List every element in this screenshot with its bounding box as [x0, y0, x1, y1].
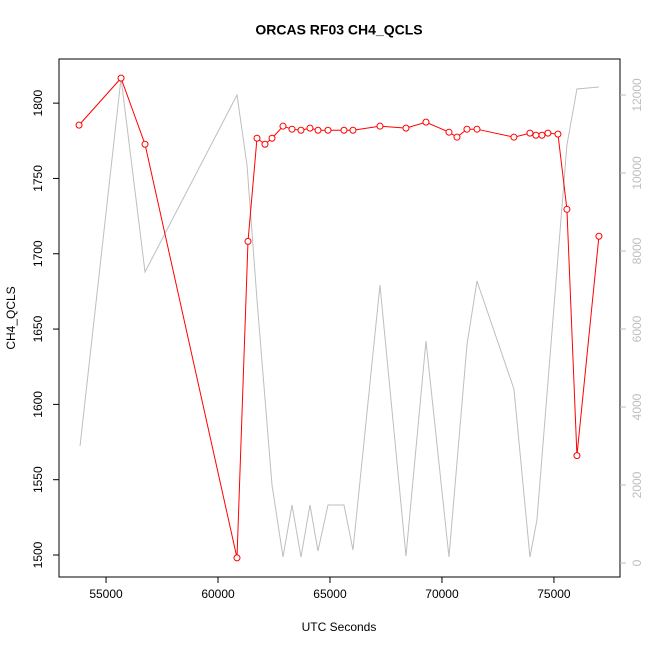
data-point	[244, 237, 252, 245]
data-point	[314, 126, 322, 134]
data-point	[75, 121, 83, 129]
data-point	[595, 232, 603, 240]
plot-frame	[58, 58, 621, 578]
data-point	[340, 126, 348, 134]
data-point	[288, 125, 296, 133]
y2-tick-label: 8000	[630, 237, 644, 264]
y2-tick-label: 4000	[630, 393, 644, 420]
data-point	[544, 129, 552, 137]
data-point	[573, 452, 581, 460]
data-point	[306, 124, 314, 132]
y-tick-label: 1600	[31, 391, 45, 418]
series-line	[79, 77, 599, 558]
data-point	[453, 133, 461, 141]
data-point	[376, 122, 384, 130]
data-point	[261, 140, 269, 148]
data-point	[538, 131, 546, 139]
y2-tick-label: 10000	[630, 156, 644, 190]
y2-tick-label: 2000	[630, 471, 644, 498]
data-point	[445, 128, 453, 136]
data-point	[526, 129, 534, 137]
y2-tick-label: 6000	[630, 315, 644, 342]
data-point	[532, 131, 540, 139]
data-point	[510, 133, 518, 141]
x-tick-label: 55000	[89, 587, 123, 601]
x-tick-label: 65000	[313, 587, 347, 601]
data-point	[297, 126, 305, 134]
data-point	[554, 130, 562, 138]
y-tick-label: 1800	[31, 89, 45, 116]
x-tick-label: 70000	[425, 587, 459, 601]
data-point	[141, 140, 149, 148]
data-point	[324, 126, 332, 134]
data-point	[463, 125, 471, 133]
data-point	[117, 74, 125, 82]
x-tick-label: 60000	[201, 587, 235, 601]
y2-tick-label: 0	[630, 559, 644, 566]
y-tick-label: 1550	[31, 466, 45, 493]
chart-title: ORCAS RF03 CH4_QCLS	[255, 22, 422, 38]
data-point	[253, 134, 261, 142]
series-line	[78, 77, 600, 558]
data-point	[563, 205, 571, 213]
data-point	[268, 134, 276, 142]
y-tick-label: 1750	[31, 165, 45, 192]
y-axis-label: CH4_QCLS	[4, 286, 18, 349]
y-tick-label: 1650	[31, 315, 45, 342]
y-tick-label: 1500	[31, 541, 45, 568]
y-tick-label: 1700	[31, 240, 45, 267]
x-axis-label: UTC Seconds	[302, 620, 377, 634]
data-point	[279, 122, 287, 130]
data-point	[233, 554, 241, 562]
data-point	[422, 118, 430, 126]
x-tick-label: 75000	[537, 587, 571, 601]
data-point	[402, 124, 410, 132]
data-point	[473, 125, 481, 133]
y2-tick-label: 12000	[630, 78, 644, 112]
data-point	[349, 126, 357, 134]
